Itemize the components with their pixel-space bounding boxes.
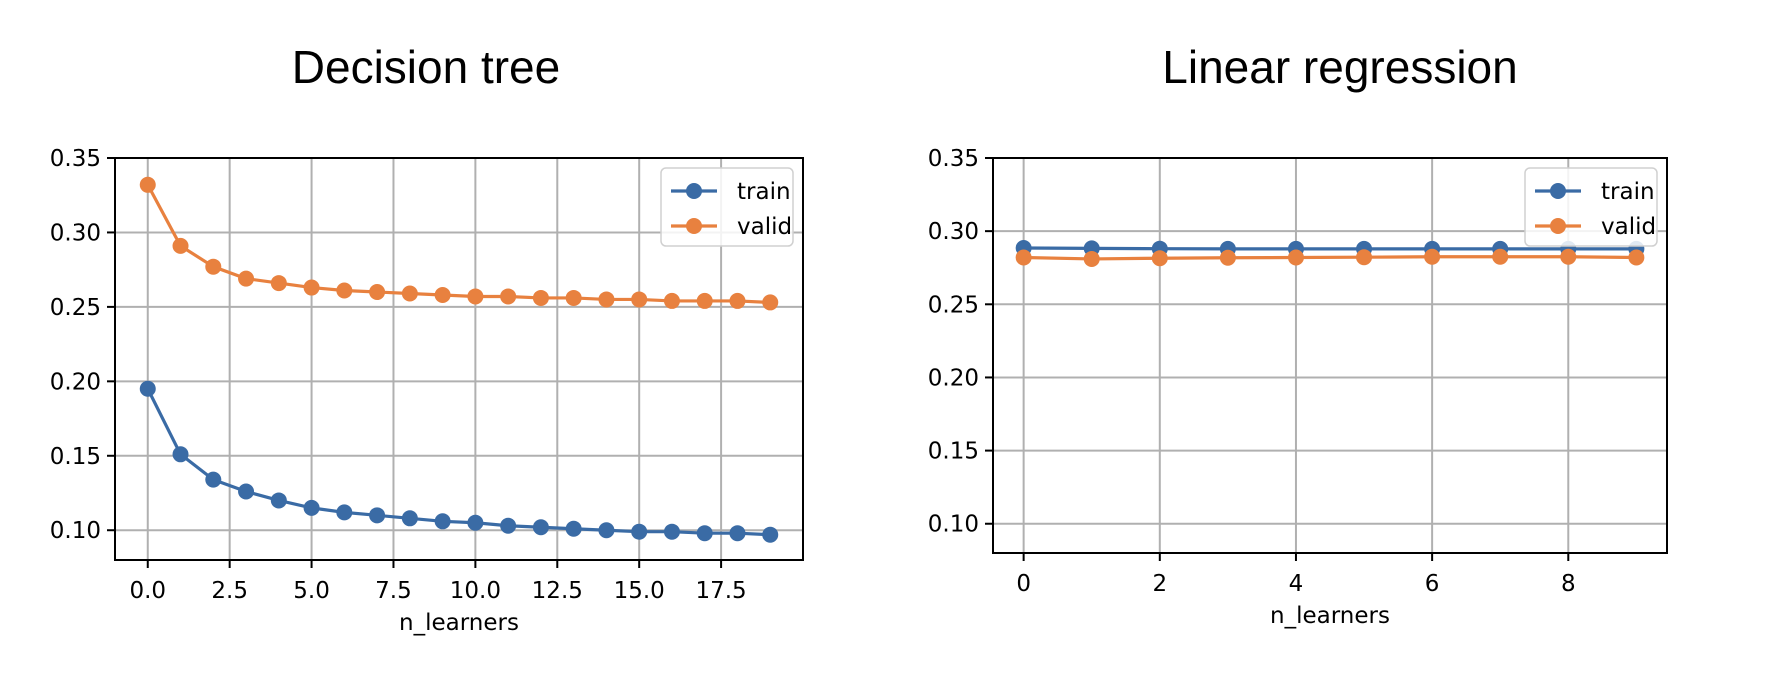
x-axis-label: n_learners xyxy=(399,610,519,636)
data-point-train xyxy=(401,510,418,527)
legend-label-valid: valid xyxy=(1601,214,1656,240)
data-point-valid xyxy=(139,176,156,193)
data-point-valid xyxy=(1015,249,1032,266)
data-point-train xyxy=(500,517,517,534)
legend-marker-train xyxy=(1550,183,1566,199)
y-tick-label: 0.20 xyxy=(50,369,101,395)
x-tick-label: 2.5 xyxy=(211,578,248,604)
y-tick-label: 0.30 xyxy=(50,220,101,246)
data-point-train xyxy=(303,499,320,516)
data-point-valid xyxy=(1219,249,1236,266)
data-point-valid xyxy=(172,237,189,254)
legend-marker-valid xyxy=(686,218,702,234)
y-tick-label: 0.35 xyxy=(928,146,979,172)
y-tick-label: 0.30 xyxy=(928,219,979,245)
plot-frame xyxy=(992,157,1668,554)
legend-label-valid: valid xyxy=(737,214,792,240)
x-tick-label: 0 xyxy=(1016,571,1031,597)
data-point-valid xyxy=(729,292,746,309)
data-point-valid xyxy=(270,275,287,292)
data-point-train xyxy=(369,507,386,524)
data-point-valid xyxy=(303,279,320,296)
data-point-train xyxy=(696,525,713,542)
data-point-valid xyxy=(434,286,451,303)
data-point-train xyxy=(762,526,779,543)
series-line-valid xyxy=(1023,255,1637,261)
data-point-valid xyxy=(1628,249,1645,266)
legend-marker-valid xyxy=(1550,218,1566,234)
y-tick-label: 0.10 xyxy=(50,518,101,544)
x-tick-label: 0.0 xyxy=(129,578,166,604)
data-point-train xyxy=(631,523,648,540)
data-point-train xyxy=(434,513,451,530)
data-point-train xyxy=(729,525,746,542)
chart-title-decision-tree: Decision tree xyxy=(291,41,561,93)
data-point-valid xyxy=(1287,249,1304,266)
chart-0: 0.0 2.5 5.0 7.5 10.0 12.5 15.0 17.5 0.10 0.15 0.20… xyxy=(50,146,804,636)
data-point-train xyxy=(663,523,680,540)
data-point-valid xyxy=(565,289,582,306)
data-point-valid xyxy=(762,294,779,311)
legend-marker-train xyxy=(686,183,702,199)
y-tick-label: 0.25 xyxy=(50,295,101,321)
data-point-valid xyxy=(532,289,549,306)
y-tick-label: 0.20 xyxy=(928,365,979,391)
data-point-train xyxy=(205,471,222,488)
y-tick-label: 0.15 xyxy=(50,444,101,470)
x-tick-label: 4 xyxy=(1289,571,1304,597)
x-tick-label: 12.5 xyxy=(532,578,583,604)
plot-frame xyxy=(114,157,804,561)
data-point-train xyxy=(565,520,582,537)
data-point-valid xyxy=(696,292,713,309)
x-tick-label: 17.5 xyxy=(695,578,746,604)
series-line-train xyxy=(1023,246,1637,251)
data-point-valid xyxy=(1424,248,1441,265)
data-point-valid xyxy=(631,291,648,308)
data-point-train xyxy=(139,380,156,397)
data-point-valid xyxy=(1356,249,1373,266)
data-point-valid xyxy=(663,292,680,309)
data-point-valid xyxy=(1492,248,1509,265)
data-point-valid xyxy=(598,291,615,308)
data-point-valid xyxy=(1083,250,1100,267)
data-point-valid xyxy=(467,288,484,305)
series-line-train xyxy=(146,388,771,537)
x-tick-label: 15.0 xyxy=(614,578,665,604)
legend-label-train: train xyxy=(737,179,791,205)
x-tick-label: 2 xyxy=(1152,571,1167,597)
data-point-valid xyxy=(369,284,386,300)
x-tick-label: 10.0 xyxy=(450,578,501,604)
data-point-valid xyxy=(205,258,222,275)
data-point-train xyxy=(238,483,255,500)
data-point-valid xyxy=(1560,248,1577,265)
legend-label-train: train xyxy=(1601,179,1655,205)
x-tick-label: 6 xyxy=(1425,571,1440,597)
chart-1: 0 2 4 6 8 0.10 0.15 0.20 0.25 0.30 0.35 n_learners t… xyxy=(928,146,1668,629)
x-tick-label: 5.0 xyxy=(293,578,330,604)
data-point-valid xyxy=(1151,250,1168,267)
data-point-train xyxy=(598,522,615,539)
x-tick-label: 8 xyxy=(1561,571,1576,597)
data-point-train xyxy=(467,514,484,531)
y-tick-label: 0.35 xyxy=(50,146,101,172)
y-tick-label: 0.10 xyxy=(928,512,979,538)
chart-title-linear-regression: Linear regression xyxy=(1162,41,1518,93)
data-point-train xyxy=(270,492,287,509)
data-point-train xyxy=(336,504,353,521)
data-point-valid xyxy=(336,282,353,299)
data-point-valid xyxy=(238,270,255,287)
data-point-train xyxy=(532,519,549,536)
data-point-valid xyxy=(500,288,517,305)
x-axis-label: n_learners xyxy=(1270,603,1390,629)
data-point-train xyxy=(172,446,189,463)
y-tick-label: 0.25 xyxy=(928,292,979,318)
y-tick-label: 0.15 xyxy=(928,439,979,465)
data-point-valid xyxy=(401,285,418,302)
x-tick-label: 7.5 xyxy=(375,578,412,604)
